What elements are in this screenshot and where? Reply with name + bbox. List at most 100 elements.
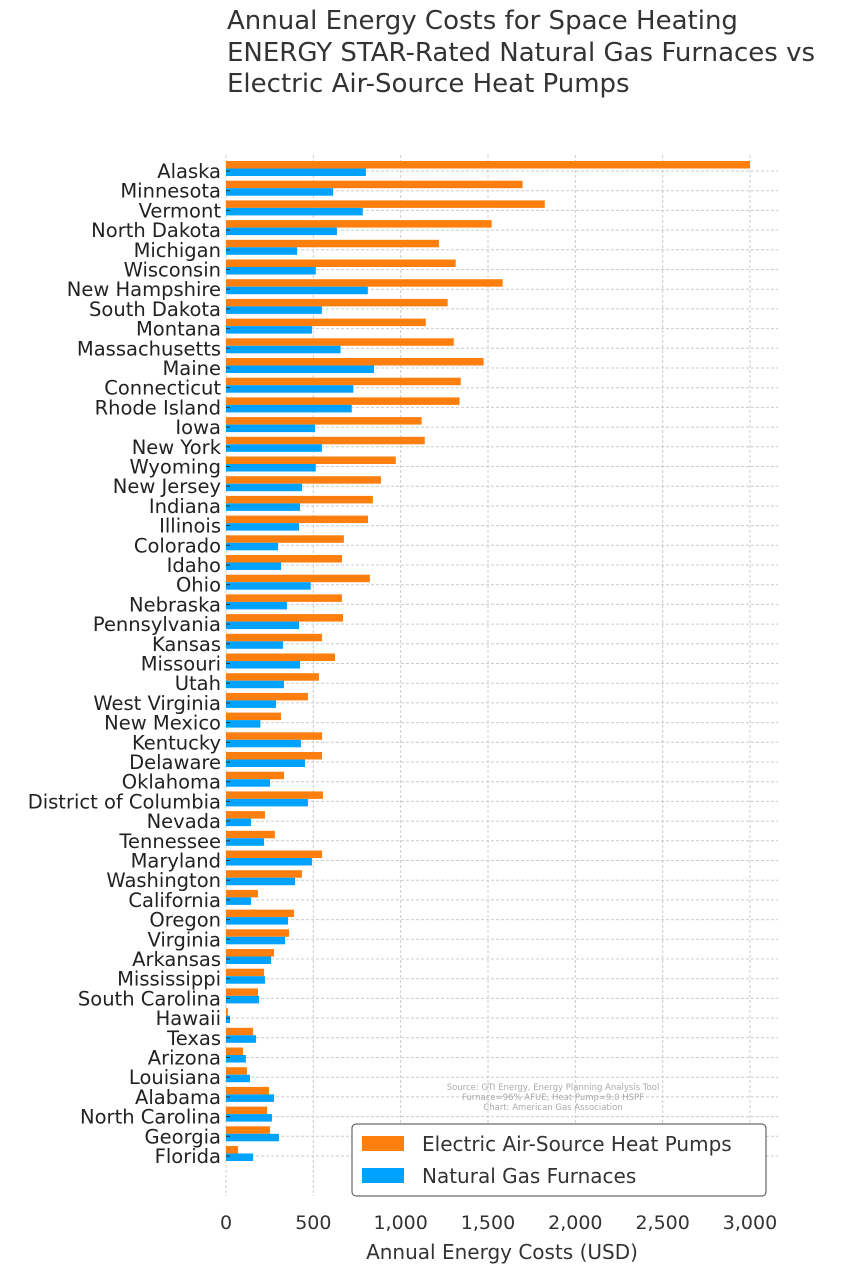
bar-heat-pump	[226, 180, 523, 189]
y-tick-label: Louisiana	[129, 1066, 221, 1089]
bar-gas-furnace	[226, 326, 312, 334]
y-tick-label: New Hampshire	[67, 278, 221, 301]
bar-gas-furnace	[226, 621, 300, 630]
bar-gas-furnace	[226, 1015, 231, 1024]
y-tick-label: Wisconsin	[124, 259, 221, 282]
bar-heat-pump	[226, 653, 335, 661]
x-axis-label: Annual Energy Costs (USD)	[366, 1240, 638, 1264]
y-tick-label: West Virginia	[93, 692, 221, 715]
y-tick-label: Oklahoma	[122, 771, 221, 794]
bar-gas-furnace	[226, 956, 272, 964]
bar-gas-furnace	[226, 976, 265, 984]
bar-gas-furnace	[226, 1153, 254, 1161]
source-annotation: Source: GTI Energy, Energy Planning Anal…	[447, 1083, 660, 1113]
bar-heat-pump	[226, 436, 425, 445]
bar-gas-furnace	[226, 404, 352, 413]
bar-heat-pump	[226, 771, 284, 780]
y-tick-label: Ohio	[176, 574, 221, 597]
y-tick-label: Vermont	[139, 199, 222, 222]
y-tick-label: Indiana	[149, 495, 221, 518]
bar-heat-pump	[226, 791, 323, 799]
y-tick-label: Alabama	[135, 1086, 221, 1109]
y-tick-label: Illinois	[159, 515, 221, 538]
bar-heat-pump	[226, 279, 503, 287]
bar-gas-furnace	[226, 444, 322, 452]
bar-gas-furnace	[226, 877, 295, 886]
bar-gas-furnace	[226, 936, 286, 945]
y-tick-label: Maine	[162, 357, 221, 380]
bar-gas-furnace	[226, 917, 289, 925]
y-tick-label: Kentucky	[132, 731, 221, 754]
bar-heat-pump	[226, 220, 492, 228]
legend-swatch-heat-pump	[362, 1136, 404, 1151]
legend: Electric Air-Source Heat Pumps Natural G…	[351, 1123, 767, 1197]
y-tick-label: Colorado	[134, 534, 221, 557]
y-tick-label: Mississippi	[117, 968, 221, 991]
y-tick-label: Florida	[155, 1145, 221, 1168]
bar-heat-pump	[226, 614, 344, 622]
y-tick-label: Michigan	[134, 239, 221, 262]
x-tick-label: 500	[295, 1212, 331, 1234]
legend-swatch-gas-furnace	[362, 1168, 404, 1183]
y-tick-label: North Carolina	[80, 1106, 221, 1129]
y-tick-label: Virginia	[147, 928, 221, 951]
y-tick-label: Texas	[166, 1027, 221, 1050]
bar-gas-furnace	[226, 700, 276, 708]
bar-heat-pump	[226, 161, 750, 169]
bar-heat-pump	[226, 1126, 271, 1134]
y-tick-label: Idaho	[167, 554, 221, 577]
y-tick-label: Alaska	[157, 160, 221, 183]
bar-heat-pump	[226, 535, 344, 543]
bar-heat-pump	[226, 850, 323, 858]
y-tick-label: Tennessee	[118, 830, 221, 853]
bar-heat-pump	[226, 692, 308, 701]
y-tick-label: California	[128, 889, 221, 912]
bar-heat-pump	[226, 1106, 268, 1115]
y-tick-label: Iowa	[175, 416, 221, 439]
bar-gas-furnace	[226, 227, 337, 236]
bar-heat-pump	[226, 909, 294, 918]
bar-gas-furnace	[226, 365, 374, 373]
bar-gas-furnace	[226, 680, 284, 689]
bar-gas-furnace	[226, 641, 283, 649]
legend-label-heat-pump: Electric Air-Source Heat Pumps	[422, 1132, 732, 1156]
bar-heat-pump	[226, 811, 265, 819]
bar-heat-pump	[226, 929, 290, 937]
bar-heat-pump	[226, 358, 484, 366]
bar-heat-pump	[226, 968, 265, 977]
bar-gas-furnace	[226, 345, 341, 354]
bar-heat-pump	[226, 298, 448, 307]
bar-heat-pump	[226, 732, 323, 740]
title-line-1: Annual Energy Costs for Space Heating	[227, 6, 738, 36]
bar-heat-pump	[226, 239, 439, 248]
bar-gas-furnace	[226, 720, 261, 728]
bar-gas-furnace	[226, 798, 308, 807]
bar-gas-furnace	[226, 385, 354, 393]
y-tick-label: New Jersey	[113, 475, 221, 498]
y-tick-label: Georgia	[145, 1125, 221, 1148]
bar-heat-pump	[226, 712, 282, 721]
bar-gas-furnace	[226, 838, 265, 846]
chart-title: Annual Energy Costs for Space Heating EN…	[227, 6, 815, 99]
bar-gas-furnace	[226, 523, 300, 531]
bar-gas-furnace	[226, 582, 311, 590]
bar-heat-pump	[226, 889, 258, 898]
bar-heat-pump	[226, 476, 381, 484]
bar-gas-furnace	[226, 562, 282, 570]
bar-heat-pump	[226, 259, 456, 267]
bar-gas-furnace	[226, 779, 271, 787]
y-tick-label: North Dakota	[91, 219, 221, 242]
x-tick-label: 3,000	[723, 1212, 777, 1234]
bar-gas-furnace	[226, 503, 301, 511]
y-tick-label: Wyoming	[129, 456, 221, 479]
bar-gas-furnace	[226, 1074, 250, 1083]
bar-gas-furnace	[226, 1133, 279, 1142]
bar-gas-furnace	[226, 1114, 272, 1122]
bar-heat-pump	[226, 949, 275, 957]
bar-heat-pump	[226, 1146, 239, 1154]
bars	[226, 161, 750, 1161]
bar-heat-pump	[226, 397, 460, 405]
annotation-line-3: Chart: American Gas Association	[483, 1103, 622, 1113]
y-tick-label: Montana	[136, 318, 221, 341]
